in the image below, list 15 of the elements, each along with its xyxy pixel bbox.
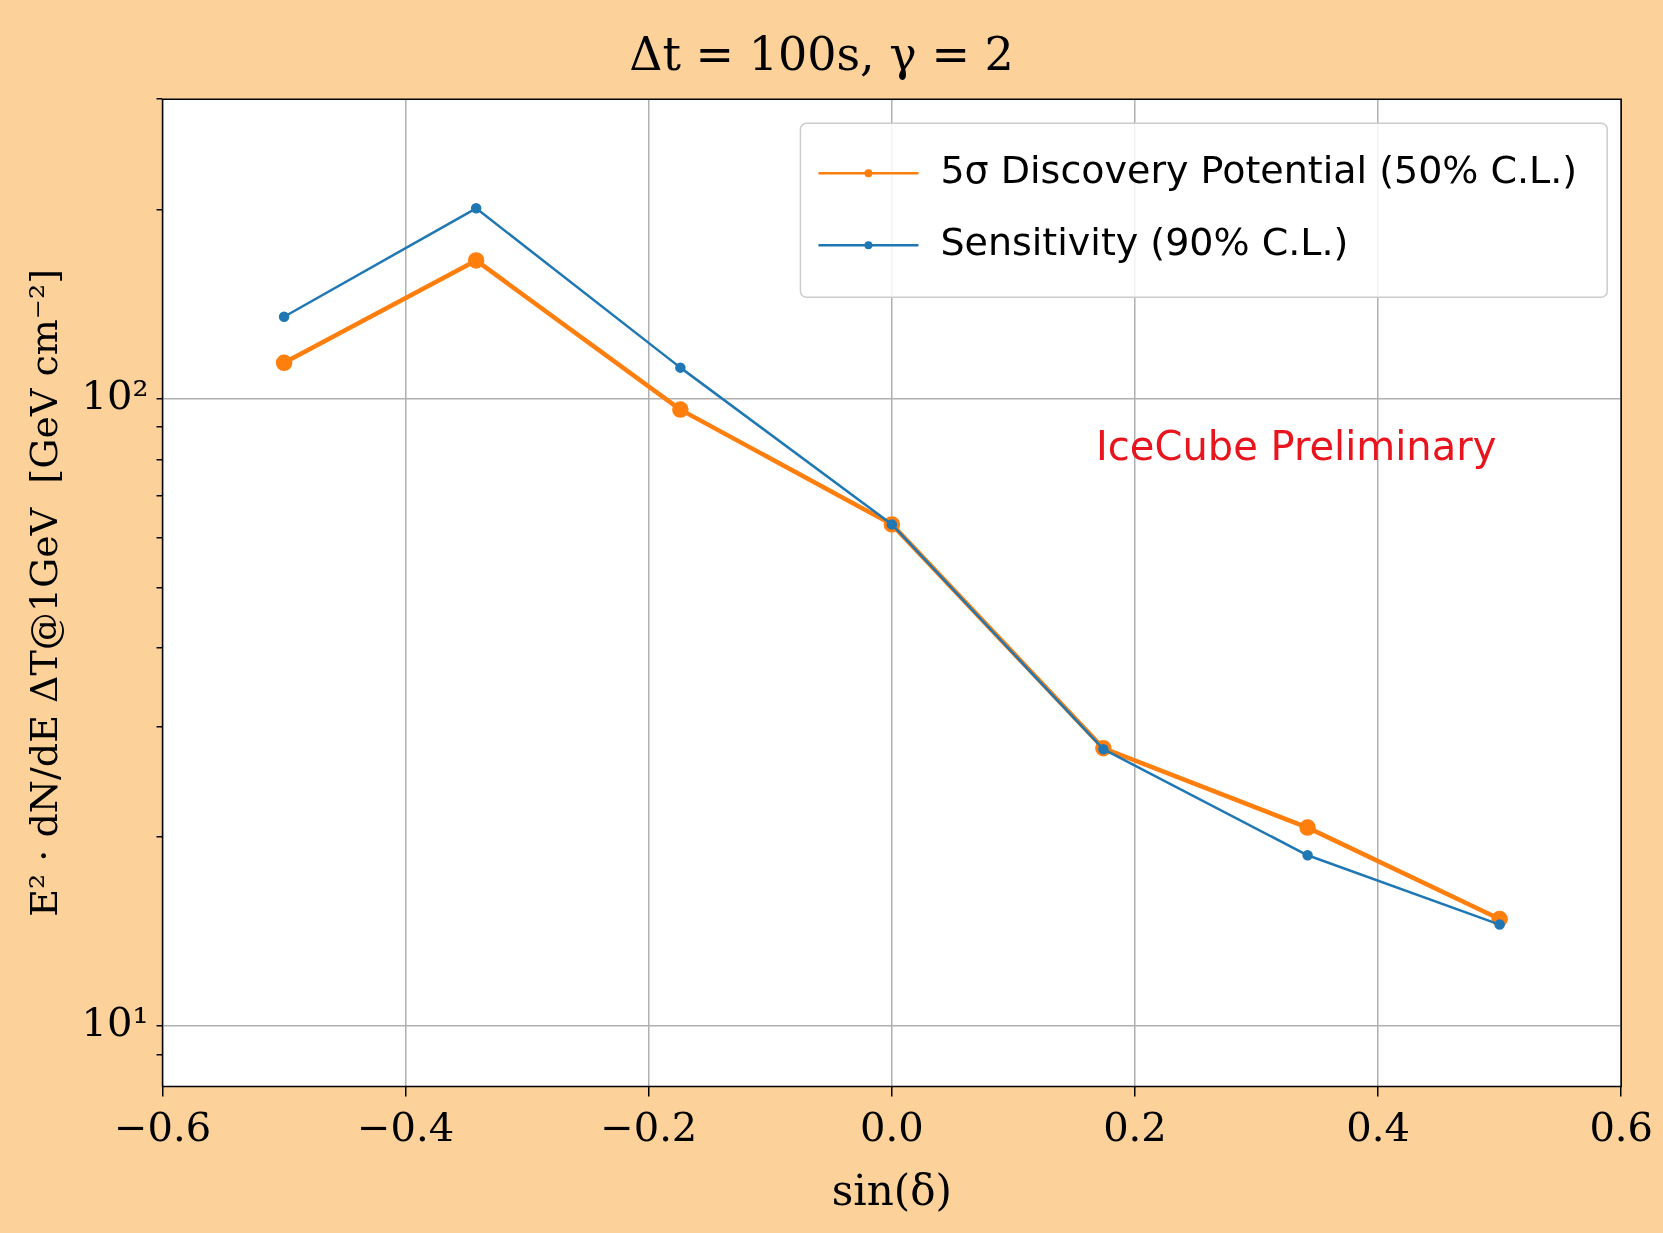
x-axis-title: sin(δ) (831, 1165, 952, 1215)
y-tick-label: 10¹ (81, 999, 149, 1046)
x-tick-label: −0.4 (357, 1103, 455, 1150)
x-tick-label: −0.6 (113, 1103, 212, 1150)
annotation: IceCube Preliminary (1096, 423, 1497, 470)
y-axis-title: E² · dN/dE ΔT@1GeV [GeV cm⁻²] (21, 269, 66, 917)
x-tick-label: 0.0 (860, 1103, 924, 1150)
x-tick-label: 0.2 (1103, 1103, 1167, 1150)
legend-label: 5σ Discovery Potential (50% C.L.) (940, 148, 1578, 193)
chart-title: Δt = 100s, γ = 2 (629, 26, 1014, 81)
y-tick-label: 10² (81, 371, 149, 418)
x-tick-label: 0.4 (1346, 1103, 1410, 1150)
legend-label: Sensitivity (90% C.L.) (940, 220, 1349, 265)
x-tick-label: 0.6 (1589, 1103, 1654, 1150)
x-tick-label: −0.2 (600, 1103, 698, 1150)
